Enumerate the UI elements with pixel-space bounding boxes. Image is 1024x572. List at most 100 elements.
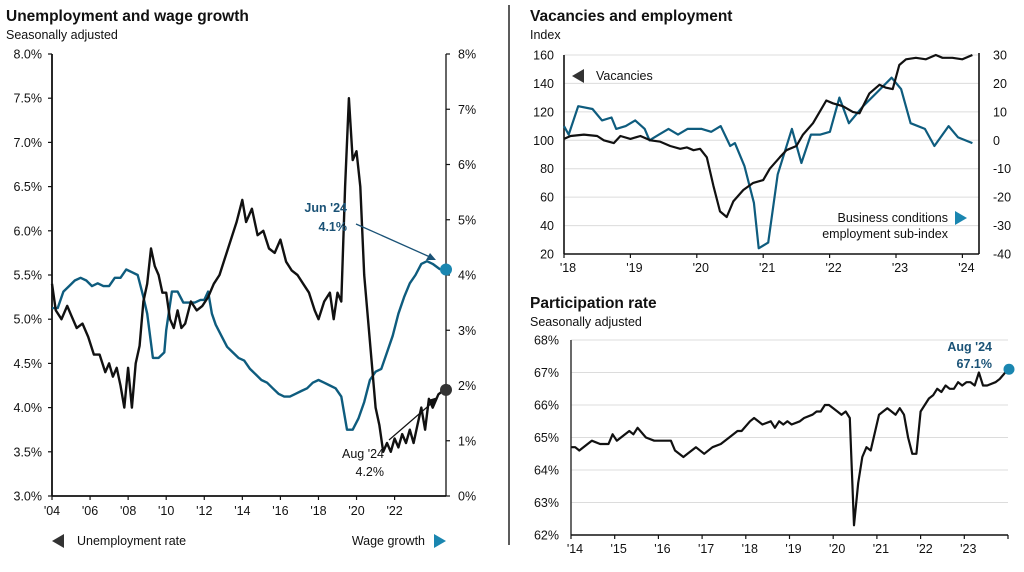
participation-rate-line <box>571 368 1009 527</box>
y-tick-label: 1% <box>458 434 476 448</box>
chart-subtitle: Seasonally adjusted <box>530 315 642 329</box>
annotation-wage-date: Jun '24 <box>304 201 347 215</box>
right-triangle-icon <box>955 211 967 225</box>
y-tick-label: 8.0% <box>14 48 43 62</box>
y-tick-label: 6.0% <box>14 224 43 238</box>
series-lines <box>571 363 1015 527</box>
y-tick-label: 7.0% <box>14 136 43 150</box>
x-tick-label: '15 <box>611 542 627 556</box>
x-tick-label: '19 <box>626 261 642 275</box>
x-tick-label: '22 <box>825 261 841 275</box>
chart-subtitle: Seasonally adjusted <box>6 28 118 42</box>
y-tick-label: 40 <box>540 219 554 233</box>
annotation-unemp-value: 4.2% <box>356 465 385 479</box>
x-tick-label: '22 <box>916 542 932 556</box>
left-y-axis-ticks: 20 40 60 80 100 120 140 160 <box>533 49 565 262</box>
left-y-axis-ticks: 3.0% 3.5% 4.0% 4.5% 5.0% 5.5% 6.0% 6.5% 7.0% 7.5%… <box>14 48 53 504</box>
x-tick-label: '18 <box>742 542 758 556</box>
x-tick-label: '24 <box>958 261 974 275</box>
arrowhead-icon <box>426 253 436 260</box>
x-tick-label: '12 <box>196 504 212 518</box>
arrowhead-icon <box>428 397 438 406</box>
annotation-unemp-date: Aug '24 <box>342 447 384 461</box>
participation-endpoint-marker <box>1003 363 1015 375</box>
left-triangle-icon <box>52 534 64 548</box>
y-tick-label: -20 <box>993 191 1011 205</box>
chart-title: Unemployment and wage growth <box>6 8 249 25</box>
y-tick-label: 4.0% <box>14 401 43 415</box>
annotation-wage-arrow <box>355 223 431 258</box>
x-tick-label: '21 <box>873 542 889 556</box>
y-tick-label: 5.0% <box>14 313 43 327</box>
x-tick-label: '04 <box>44 504 60 518</box>
x-axis-ticks: '18 '19 '20 '21 '22 '23 '24 <box>560 253 979 275</box>
series-lines <box>563 53 973 250</box>
y-tick-label: 5.5% <box>14 269 43 283</box>
y-tick-label: 60 <box>540 191 554 205</box>
x-tick-label: '08 <box>120 504 136 518</box>
y-tick-label: 100 <box>533 134 554 148</box>
x-tick-label: '14 <box>567 542 583 556</box>
x-tick-label: '23 <box>892 261 908 275</box>
y-tick-label: 10 <box>993 105 1007 119</box>
left-triangle-icon <box>572 69 584 83</box>
legend-business-conditions-line1: Business conditions <box>838 211 948 225</box>
legend-business-conditions-line2: employment sub-index <box>822 227 949 241</box>
y-tick-label: 67% <box>534 366 559 380</box>
y-tick-label: 66% <box>534 399 559 413</box>
y-tick-label: 3.5% <box>14 445 43 459</box>
x-tick-label: '06 <box>82 504 98 518</box>
y-tick-label: 30 <box>993 49 1007 63</box>
x-tick-label: '22 <box>386 504 402 518</box>
y-tick-label: -10 <box>993 162 1011 176</box>
x-tick-label: '20 <box>693 261 709 275</box>
y-tick-label: -40 <box>993 248 1011 262</box>
annotation-participation-date: Aug '24 <box>947 340 992 354</box>
y-tick-label: 80 <box>540 162 554 176</box>
y-tick-label: 2% <box>458 379 476 393</box>
series-lines <box>50 97 452 453</box>
y-tick-label: 0% <box>458 490 476 504</box>
unemployment-rate-line <box>50 97 445 453</box>
y-tick-label: 7% <box>458 103 476 117</box>
y-tick-label: 63% <box>534 496 559 510</box>
y-tick-label: 7.5% <box>14 92 43 106</box>
x-tick-label: '17 <box>698 542 714 556</box>
y-tick-label: 65% <box>534 431 559 445</box>
chart-title: Participation rate <box>530 295 657 312</box>
x-tick-label: '10 <box>158 504 174 518</box>
y-tick-label: 20 <box>993 77 1007 91</box>
chart-title: Vacancies and employment <box>530 8 732 25</box>
legend-unemployment: Unemployment rate <box>77 534 186 548</box>
y-tick-label: 4.5% <box>14 357 43 371</box>
x-tick-label: '21 <box>759 261 775 275</box>
y-tick-label: 160 <box>533 49 554 63</box>
y-tick-label: 64% <box>534 464 559 478</box>
x-axis-ticks: '04 '06 '08 '10 '12 '14 '16 '18 '20 '22 <box>44 495 446 518</box>
right-triangle-icon <box>434 534 446 548</box>
right-y-axis-ticks: -40 -30 -20 -10 0 10 20 30 <box>978 49 1011 262</box>
y-tick-label: 5% <box>458 213 476 227</box>
x-tick-label: '23 <box>960 542 976 556</box>
y-tick-label: 6.5% <box>14 180 43 194</box>
y-tick-label: 20 <box>540 248 554 262</box>
x-tick-label: '16 <box>272 504 288 518</box>
y-tick-label: 62% <box>534 529 559 543</box>
x-tick-label: '18 <box>310 504 326 518</box>
y-tick-label: 3% <box>458 324 476 338</box>
x-tick-label: '18 <box>560 261 576 275</box>
wage-growth-line <box>52 260 442 431</box>
annotation-wage-value: 4.1% <box>319 220 348 234</box>
gridlines <box>571 339 1008 503</box>
y-tick-label: 140 <box>533 77 554 91</box>
legend-vacancies: Vacancies <box>596 69 653 83</box>
wage-growth-endpoint-marker <box>440 263 452 276</box>
y-tick-label: 68% <box>534 334 559 348</box>
x-tick-label: '20 <box>348 504 364 518</box>
chart-subtitle: Index <box>530 28 561 42</box>
x-tick-label: '14 <box>234 504 250 518</box>
y-axis-ticks: 62% 63% 64% 65% 66% 67% 68% <box>534 334 572 543</box>
participation-rate-chart: Participation rate Seasonally adjusted 6… <box>530 295 1015 556</box>
vacancies-line <box>563 53 973 219</box>
